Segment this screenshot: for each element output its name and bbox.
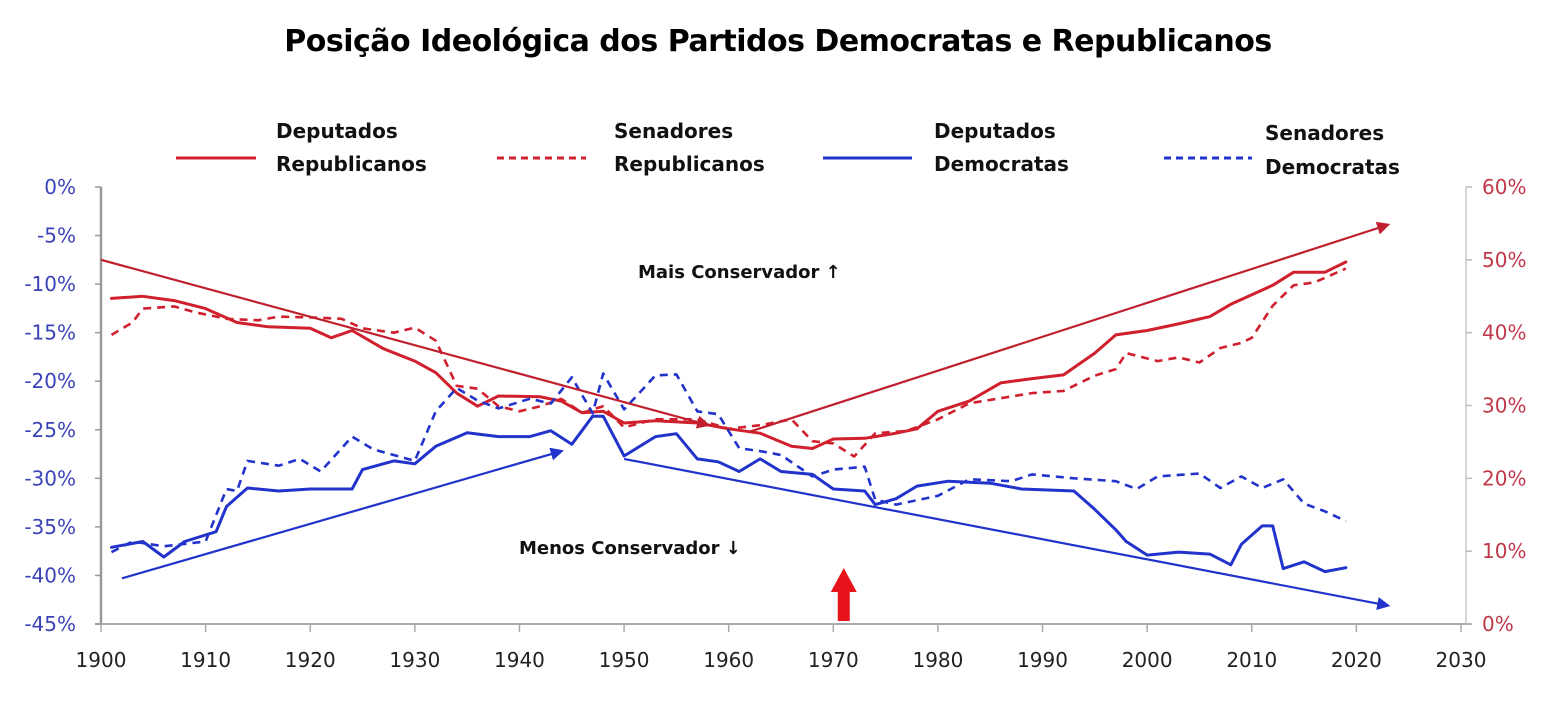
left-tick-label: -10% — [24, 272, 76, 296]
right-tick-label: 50% — [1482, 248, 1526, 272]
legend-label-line1: Deputados — [934, 119, 1056, 143]
annotation-less-conservative: Menos Conservador ↓ — [519, 538, 741, 559]
legend-label-line1: Senadores — [614, 119, 733, 143]
trend-arrow-democrat-rise — [121, 447, 564, 580]
left-tick-label: 0% — [44, 175, 76, 199]
x-tick-label: 1900 — [76, 648, 127, 672]
x-tick-label: 1950 — [599, 648, 650, 672]
legend-label-line2: Democratas — [1265, 155, 1400, 179]
left-tick-label: -20% — [24, 369, 76, 393]
right-tick-label: 30% — [1482, 394, 1526, 418]
chart-title: Posição Ideológica dos Partidos Democrat… — [284, 24, 1272, 59]
x-tick-label: 1980 — [912, 648, 963, 672]
legend-item-senadores-republicanos: Senadores Republicanos — [497, 119, 765, 176]
left-tick-label: -35% — [24, 515, 76, 539]
series-line-deputados-democratas — [110, 414, 1348, 574]
x-axis-ticks: 1900 1910 1920 1930 1940 1950 1960 1970 1980 1990… — [76, 624, 1487, 672]
legend-label-line1: Deputados — [276, 119, 398, 143]
left-axis-ticks: 0% -5% -10% -15% -20% -25% -30% -35% -40% -45% — [24, 175, 101, 636]
series-layer — [110, 260, 1348, 574]
x-tick-label: 2030 — [1436, 648, 1487, 672]
legend: Deputados Republicanos Senadores Republi… — [176, 119, 1400, 179]
legend-label-line2: Republicanos — [614, 152, 765, 176]
left-tick-label: -15% — [24, 321, 76, 345]
legend-item-senadores-democratas: Senadores Democratas — [1164, 121, 1400, 179]
right-tick-label: 10% — [1482, 539, 1526, 563]
right-axis-ticks: 60% 50% 40% 30% 20% 10% 0% — [1466, 175, 1526, 636]
legend-item-deputados-democratas: Deputados Democratas — [823, 119, 1069, 176]
legend-label-line1: Senadores — [1265, 121, 1384, 145]
left-tick-label: -5% — [37, 224, 76, 248]
x-tick-label: 1930 — [389, 648, 440, 672]
trend-arrow-republican-decline — [100, 258, 711, 429]
x-tick-label: 1960 — [703, 648, 754, 672]
x-tick-label: 1940 — [494, 648, 545, 672]
right-tick-label: 60% — [1482, 175, 1526, 199]
left-tick-label: -25% — [24, 418, 76, 442]
axes: 0% -5% -10% -15% -20% -25% -30% -35% -40% -45% 60… — [24, 175, 1526, 672]
annotation-more-conservative: Mais Conservador ↑ — [638, 262, 841, 283]
right-tick-label: 20% — [1482, 466, 1526, 490]
trend-arrow-democrat-decline — [623, 457, 1391, 611]
right-tick-label: 40% — [1482, 321, 1526, 345]
x-tick-label: 2010 — [1226, 648, 1277, 672]
series-line-senadores-republicanos — [110, 267, 1347, 458]
left-tick-label: -45% — [24, 612, 76, 636]
x-tick-label: 2020 — [1331, 648, 1382, 672]
left-tick-label: -40% — [24, 563, 76, 587]
legend-label-line2: Republicanos — [276, 152, 427, 176]
x-tick-label: 1970 — [808, 648, 859, 672]
right-tick-label: 0% — [1482, 612, 1514, 636]
legend-label-line2: Democratas — [934, 152, 1069, 176]
up-arrow-icon — [830, 568, 857, 621]
trend-arrows — [100, 221, 1391, 611]
x-tick-label: 2000 — [1122, 648, 1173, 672]
left-tick-label: -30% — [24, 466, 76, 490]
x-tick-label: 1990 — [1017, 648, 1068, 672]
x-tick-label: 1910 — [180, 648, 231, 672]
x-tick-label: 1920 — [285, 648, 336, 672]
marker-arrow-group — [830, 568, 857, 621]
series-line-senadores-democratas — [110, 372, 1347, 554]
series-line-deputados-republicanos — [110, 260, 1348, 450]
trend-arrow-republican-rise — [749, 221, 1391, 433]
legend-item-deputados-republicanos: Deputados Republicanos — [176, 119, 427, 176]
